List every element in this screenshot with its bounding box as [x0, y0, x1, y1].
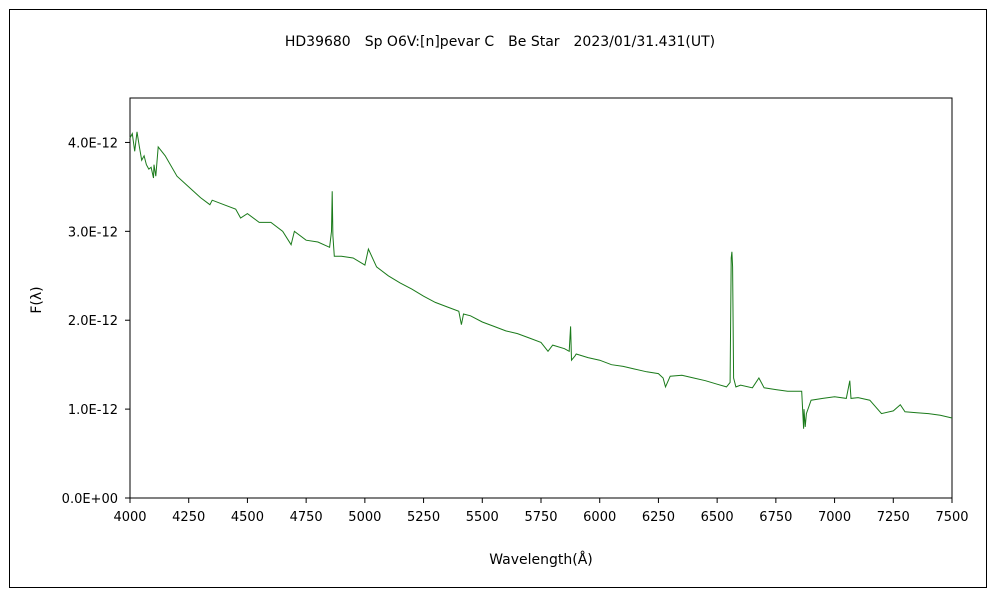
x-tick-label: 5500: [466, 510, 499, 525]
chart-title: HD39680 Sp O6V:[n]pevar C Be Star 2023/0…: [285, 34, 715, 50]
y-tick-label: 4.0E-12: [68, 136, 118, 151]
spectrum-line: [129, 131, 953, 429]
x-axis-label: Wavelength(Å): [489, 551, 593, 568]
x-tick-label: 6750: [759, 510, 792, 525]
x-tick-label: 5000: [348, 510, 381, 525]
spectrum-chart: HD39680 Sp O6V:[n]pevar C Be Star 2023/0…: [29, 34, 969, 568]
x-tick-label: 5250: [407, 510, 440, 525]
y-tick-label: 3.0E-12: [68, 225, 118, 240]
x-tick-label: 6000: [583, 510, 616, 525]
y-tick-label: 2.0E-12: [68, 314, 118, 329]
plot-area: [129, 97, 953, 499]
y-axis-label: F(λ): [29, 286, 45, 313]
x-tick-label: 4500: [231, 510, 264, 525]
y-tick-label: 1.0E-12: [68, 403, 118, 418]
y-axis-ticks: 0.0E+00 1.0E-12 2.0E-12 3.0E-12 4.0E-12: [62, 136, 130, 507]
x-tick-label: 6250: [642, 510, 675, 525]
x-tick-label: 6500: [701, 510, 734, 525]
x-axis-ticks: 4000 4250 4500 4750 5000 5250 5500 5750 6000 6250…: [113, 498, 969, 525]
x-tick-label: 5750: [524, 510, 557, 525]
x-tick-label: 4750: [290, 510, 323, 525]
x-tick-label: 7250: [877, 510, 910, 525]
y-tick-label: 0.0E+00: [62, 492, 118, 507]
x-tick-label: 7000: [818, 510, 851, 525]
chart-frame: HD39680 Sp O6V:[n]pevar C Be Star 2023/0…: [9, 9, 987, 588]
x-tick-label: 4000: [113, 510, 146, 525]
x-tick-label: 4250: [172, 510, 205, 525]
x-tick-label: 7500: [935, 510, 968, 525]
